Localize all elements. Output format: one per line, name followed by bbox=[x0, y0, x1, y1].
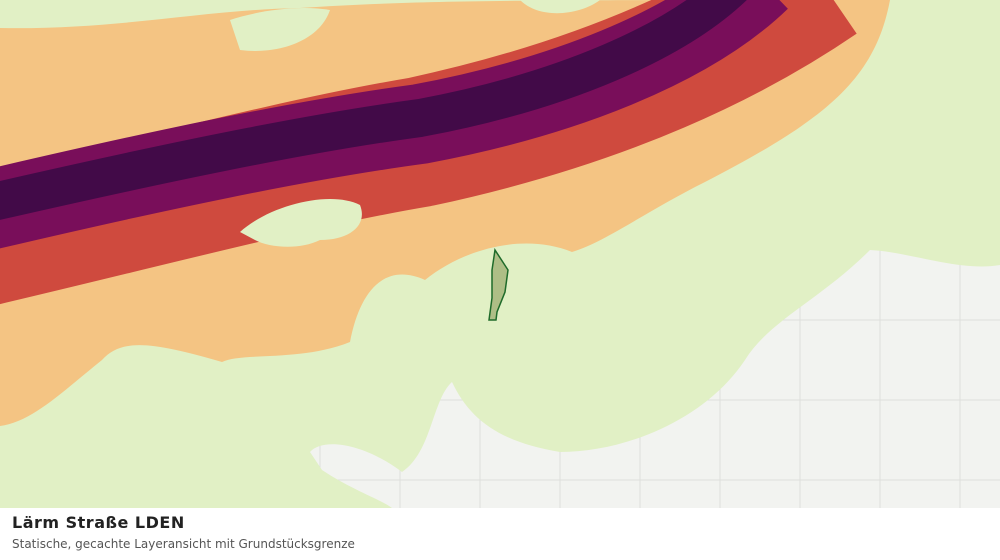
layer-title: Lärm Straße LDEN bbox=[12, 513, 185, 532]
caption: Lärm Straße LDEN Statische, gecachte Lay… bbox=[0, 508, 1000, 560]
quiet-island bbox=[520, 0, 600, 14]
parcel-boundary bbox=[488, 247, 509, 321]
layer-subtitle: Statische, gecachte Layeransicht mit Gru… bbox=[12, 537, 355, 551]
quiet-island bbox=[230, 8, 330, 51]
quiet-island bbox=[240, 199, 362, 247]
map bbox=[0, 0, 1000, 508]
noise-zone-75 bbox=[0, 0, 747, 220]
